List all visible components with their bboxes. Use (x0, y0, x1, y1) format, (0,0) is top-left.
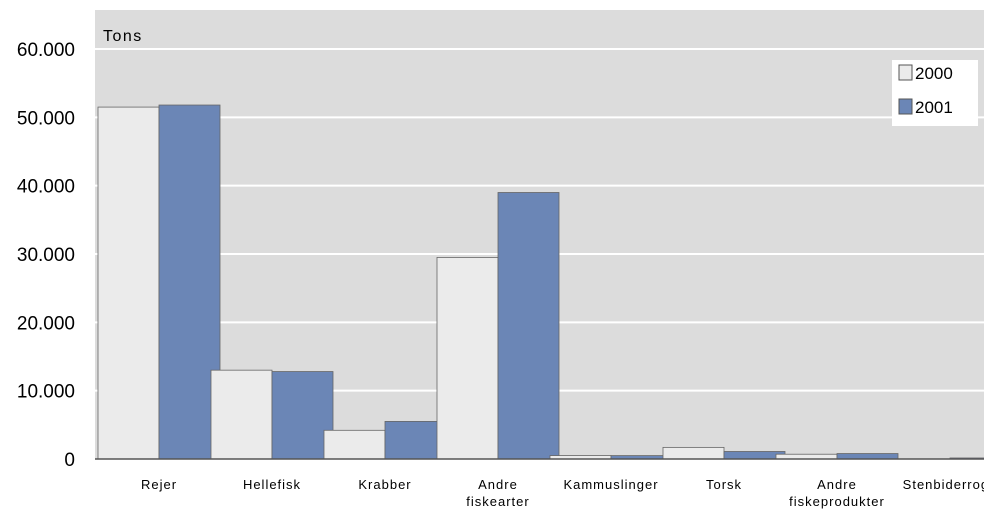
bars (97, 104, 984, 460)
legend-label: 2000 (915, 64, 953, 83)
x-axis-ticks: Rejer Hellefisk Krabber Andre fiskearter Kamm… (141, 477, 984, 509)
legend-swatch (898, 64, 913, 81)
y-axis-ticks: 0 10.000 20.000 30.000 40.000 50.000 60.000 (17, 40, 75, 471)
bar-2000 (97, 106, 160, 460)
x-tick-label: Torsk (706, 477, 742, 492)
x-tick-label: fiskearter (466, 494, 529, 509)
y-tick-label: 30.000 (17, 245, 75, 266)
x-tick-label: Hellefisk (243, 477, 301, 492)
legend-swatch (898, 98, 913, 115)
bar-2000 (436, 257, 499, 460)
x-tick-label: Kammuslinger (563, 477, 658, 492)
x-tick-label: fiskeprodukter (789, 494, 885, 509)
x-tick-label: Stenbiderrogn (903, 477, 984, 492)
x-tick-label: Andre (817, 477, 857, 492)
legend-label: 2001 (915, 98, 953, 117)
x-tick-label: Andre (478, 477, 518, 492)
y-tick-label: 40.000 (17, 177, 75, 198)
y-tick-label: 50.000 (17, 108, 75, 129)
bar-2000 (323, 429, 386, 460)
bar-2000 (210, 369, 273, 460)
x-tick-label: Rejer (141, 477, 177, 492)
y-tick-label: 10.000 (17, 382, 75, 403)
bar-2001 (836, 453, 899, 460)
bar-2000 (662, 446, 725, 460)
x-tick-label: Krabber (358, 477, 411, 492)
y-tick-label: 20.000 (17, 313, 75, 334)
y-axis-label: Tons (103, 28, 143, 45)
y-tick-label: 60.000 (17, 40, 75, 61)
bar-2001 (497, 192, 560, 460)
y-tick-label: 0 (64, 450, 75, 471)
bar-2001 (384, 421, 447, 460)
legend: 2000 2001 (892, 60, 978, 126)
